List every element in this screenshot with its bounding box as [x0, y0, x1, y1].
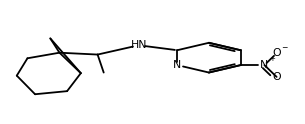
Text: O: O — [272, 48, 281, 58]
Text: O: O — [272, 72, 281, 82]
Text: N: N — [173, 60, 181, 70]
Text: HN: HN — [131, 40, 147, 50]
Text: N: N — [260, 60, 268, 70]
Text: −: − — [282, 43, 288, 52]
Text: +: + — [269, 56, 275, 62]
